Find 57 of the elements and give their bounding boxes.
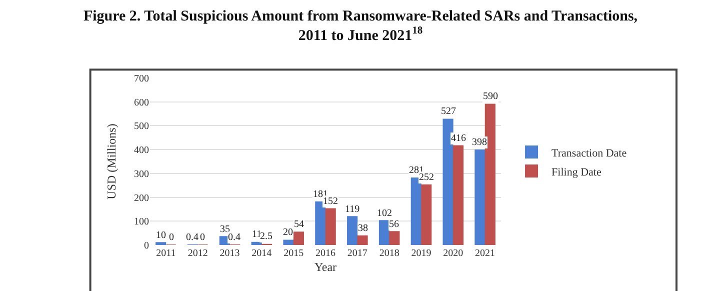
x-tick-label: 2018 bbox=[379, 248, 400, 259]
x-tick-label: 2019 bbox=[411, 248, 432, 259]
data-label: 252 bbox=[419, 172, 434, 183]
data-label: 54 bbox=[294, 219, 304, 230]
y-axis-title: USD (Millions) bbox=[104, 124, 118, 200]
data-label: 10 bbox=[156, 230, 166, 241]
data-label: 2.5 bbox=[260, 231, 272, 242]
data-label: 119 bbox=[345, 204, 360, 215]
bar bbox=[156, 242, 166, 245]
bar bbox=[378, 220, 390, 245]
y-tick-label: 500 bbox=[134, 121, 149, 132]
bar bbox=[389, 231, 400, 245]
bar bbox=[325, 208, 336, 245]
data-label: 152 bbox=[323, 196, 338, 207]
data-label: 0 bbox=[200, 232, 205, 243]
x-tick-label: 2014 bbox=[252, 248, 272, 259]
x-tick-label: 2017 bbox=[347, 248, 368, 259]
bar bbox=[474, 150, 486, 245]
x-tick-label: 2020 bbox=[443, 248, 464, 259]
data-label: 20 bbox=[283, 227, 293, 238]
x-axis-title: Year bbox=[314, 260, 337, 274]
data-label: 56 bbox=[389, 219, 399, 230]
data-label: 102 bbox=[377, 208, 392, 219]
data-label: 527 bbox=[441, 106, 456, 117]
legend-label: Transaction Date bbox=[552, 147, 627, 160]
bar bbox=[251, 242, 262, 245]
x-tick-label: 2013 bbox=[220, 248, 240, 259]
y-tick-label: 600 bbox=[134, 97, 149, 108]
chart-title: Figure 2. Total Suspicious Amount from Ransomware-Related SARs and Transactions, 2011 to June 2021$^{18}$ bbox=[83, 8, 638, 44]
legend-label: Filing Date bbox=[552, 166, 602, 178]
data-label: 0.4 bbox=[228, 232, 240, 243]
data-label: 0.4 bbox=[186, 232, 198, 243]
data-label: 416 bbox=[451, 133, 466, 144]
bar bbox=[421, 184, 432, 245]
data-label: 35 bbox=[220, 224, 230, 235]
data-label: 38 bbox=[358, 223, 368, 234]
x-tick-label: 2016 bbox=[316, 248, 336, 259]
y-tick-label: 700 bbox=[134, 74, 149, 84]
y-tick-label: 100 bbox=[134, 216, 149, 228]
bar bbox=[347, 216, 358, 245]
data-label: 0 bbox=[169, 232, 174, 243]
data-label: 590 bbox=[483, 91, 498, 102]
bar bbox=[283, 240, 294, 245]
y-tick-label: 300 bbox=[134, 168, 149, 180]
y-tick-label: 0 bbox=[144, 240, 149, 252]
bar bbox=[410, 177, 422, 245]
bar bbox=[452, 145, 464, 245]
x-tick-label: 2021 bbox=[475, 248, 496, 259]
data-label: 398 bbox=[472, 137, 487, 148]
x-tick-label: 2012 bbox=[188, 248, 208, 259]
bar bbox=[293, 232, 304, 245]
x-tick-label: 2011 bbox=[156, 248, 176, 259]
y-tick-label: 200 bbox=[134, 192, 149, 204]
bar bbox=[315, 201, 326, 245]
x-tick-label: 2015 bbox=[284, 248, 304, 259]
bar bbox=[357, 235, 368, 245]
y-tick-label: 400 bbox=[134, 145, 149, 156]
